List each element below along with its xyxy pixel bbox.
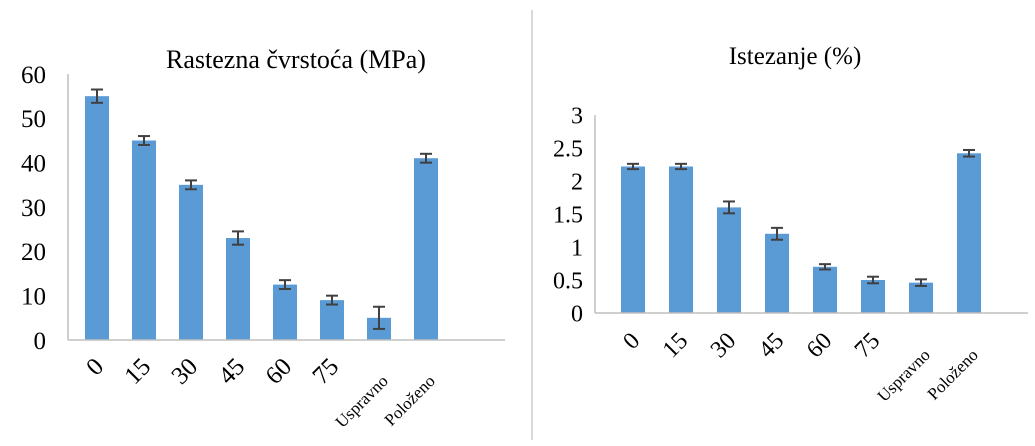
y-tick-label: 40 — [21, 150, 46, 177]
x-tick-label: 30 — [166, 353, 203, 390]
bar-uspravno — [909, 282, 933, 313]
error-bar — [279, 279, 291, 291]
y-tick-label: 50 — [21, 106, 46, 133]
error-bar — [819, 263, 831, 271]
y-tick-label: 3 — [571, 103, 583, 129]
error-bar — [675, 162, 687, 171]
error-bar — [326, 294, 338, 306]
error-bar — [915, 278, 927, 287]
error-bar — [185, 179, 197, 191]
x-tick-label: 45 — [213, 353, 250, 390]
x-tick-label: Uspravno — [874, 345, 934, 405]
bar-45 — [765, 233, 789, 313]
bar-60 — [273, 284, 297, 340]
x-tick-label: 0 — [618, 328, 645, 355]
y-tick-label: 30 — [21, 195, 46, 222]
tensile-strength-chart: Rastezna čvrstoća (MPa) 0 10 20 30 40 50 60 0 15 3… — [21, 45, 505, 432]
bar-0 — [85, 96, 109, 341]
chart-title: Istezanje (%) — [729, 43, 862, 70]
bar-0 — [621, 166, 645, 313]
bar-15 — [132, 140, 156, 340]
panel-divider — [531, 10, 533, 440]
x-tick-label: 45 — [754, 328, 789, 363]
y-tick-label: 60 — [21, 62, 46, 89]
elongation-chart: Istezanje (%)00.511.522.530 15 30 45 60 75Usp… — [553, 43, 1028, 406]
x-tick-label: Položeno — [381, 371, 439, 429]
chart-title: Rastezna čvrstoća (MPa) — [166, 45, 426, 74]
x-tick-label: Položeno — [924, 345, 982, 403]
x-tick-label: 75 — [850, 328, 885, 363]
bar-položeno — [414, 158, 438, 340]
x-tick-label: 30 — [706, 328, 741, 363]
x-tick-label: 15 — [119, 353, 156, 390]
y-tick-label: 0 — [34, 328, 47, 355]
y-tick-label: 0.5 — [553, 268, 583, 294]
error-bar — [627, 162, 639, 171]
y-tick-label: 10 — [21, 283, 46, 310]
error-bar — [138, 135, 150, 146]
error-bar — [91, 88, 103, 104]
y-tick-label: 0 — [571, 301, 583, 327]
error-bar — [420, 152, 432, 164]
x-tick-label: 60 — [260, 353, 297, 390]
error-bar — [232, 230, 244, 246]
x-tick-label: 15 — [658, 328, 693, 363]
bar-75 — [861, 280, 885, 313]
x-tick-label: 75 — [307, 353, 344, 390]
error-bar — [373, 305, 385, 330]
bar-75 — [320, 300, 344, 340]
error-bar — [867, 275, 879, 285]
x-tick-label: Uspravno — [332, 371, 392, 431]
x-tick-label: 0 — [81, 353, 109, 381]
error-bar — [771, 226, 783, 241]
y-tick-label: 1.5 — [553, 202, 583, 228]
bar-60 — [813, 266, 837, 313]
y-tick-label: 2.5 — [553, 136, 583, 162]
bar-položeno — [957, 153, 981, 313]
x-tick-label: 60 — [802, 328, 837, 363]
y-tick-label: 20 — [21, 239, 46, 266]
error-bar — [963, 148, 975, 158]
y-tick-label: 1 — [571, 235, 583, 261]
bar-15 — [669, 166, 693, 313]
y-tick-label: 2 — [571, 169, 583, 195]
bar-30 — [179, 184, 203, 340]
bar-30 — [717, 207, 741, 313]
error-bar — [723, 200, 735, 215]
bar-45 — [226, 238, 250, 340]
